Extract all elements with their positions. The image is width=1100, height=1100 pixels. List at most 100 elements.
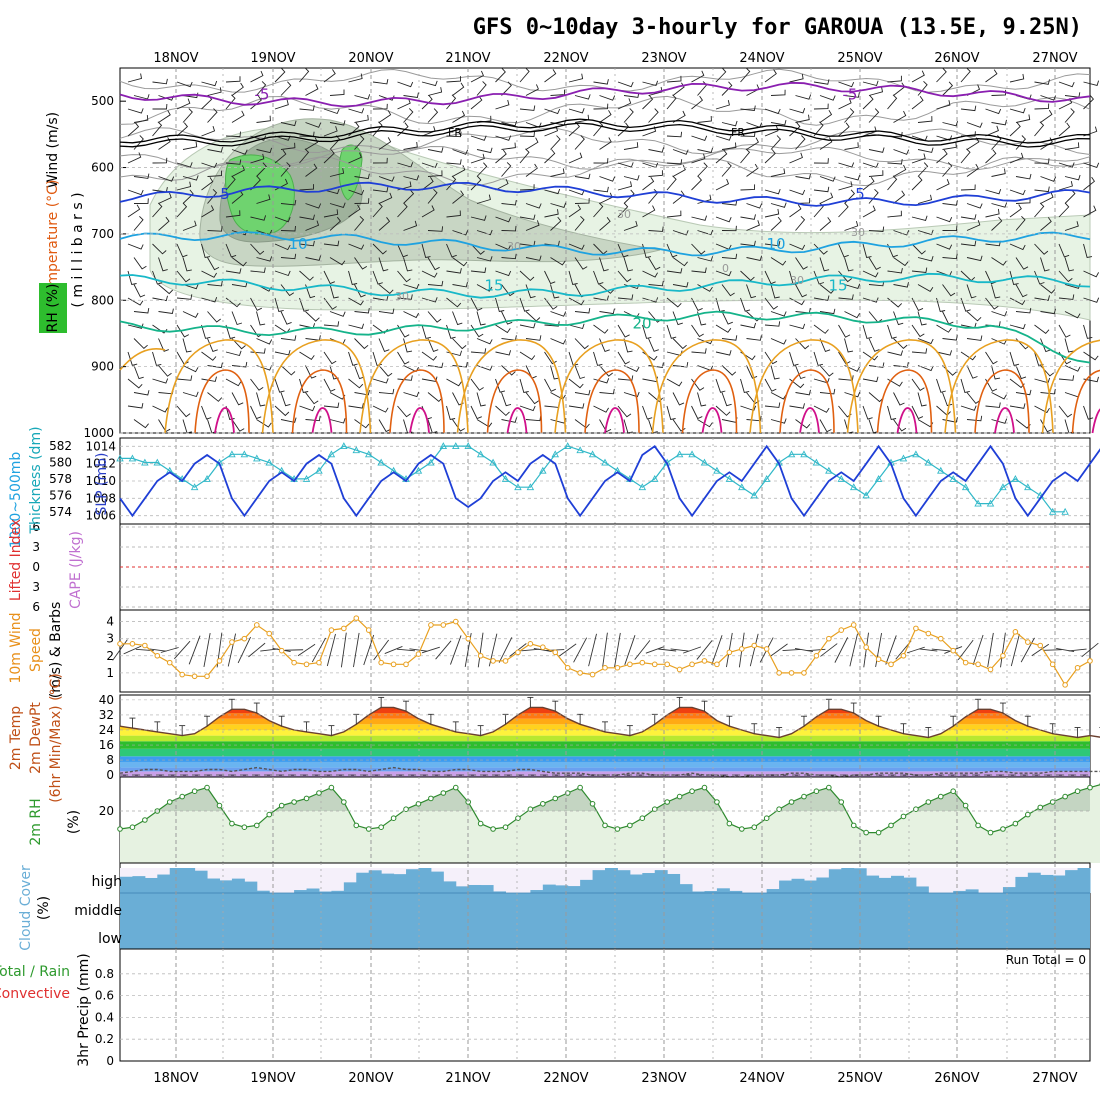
wind-barb: [642, 270, 658, 278]
wind-barb: [225, 297, 241, 308]
wind10m-series: 1 2 3 4: [106, 615, 1099, 688]
wind-barb: [525, 163, 538, 177]
wind-barb: [862, 324, 872, 339]
wind-barb: [427, 147, 444, 153]
cloud-high-bar: [244, 881, 258, 893]
wind-barb: [789, 108, 806, 114]
wind-barb: [397, 351, 410, 365]
upper-mb-label: ( m i l l i b a r s ): [70, 192, 86, 307]
wind-barb: [966, 255, 983, 262]
wind-barb: [326, 633, 336, 667]
wind-barb: [280, 365, 296, 376]
wind-barb: [182, 391, 199, 398]
wind-barb: [1040, 284, 1056, 294]
wind-barb: [574, 215, 585, 231]
wind-barb: [182, 283, 199, 290]
wind-barb: [274, 297, 284, 313]
precip-tick-label: 0.4: [95, 1010, 114, 1024]
wind-barb: [911, 348, 928, 354]
wind-barb: [658, 648, 677, 652]
wind-barb: [323, 402, 340, 408]
low-contour: [749, 339, 859, 434]
rh-point: [875, 829, 882, 836]
wind-barb: [715, 378, 726, 393]
thickness-point: [576, 446, 584, 454]
wind-barb: [844, 392, 861, 398]
wind-barb: [868, 362, 885, 368]
wind-speed-point: [689, 661, 695, 668]
day-label: 19NOV: [250, 1071, 295, 1086]
wind-barb: [274, 378, 285, 393]
rh-point: [204, 784, 210, 791]
wind-barb: [446, 405, 456, 421]
wind-barb: [697, 419, 713, 428]
thickness-point: [514, 483, 522, 491]
low-contour: [119, 348, 166, 371]
wind-barb: [887, 297, 903, 308]
rh-area: [120, 784, 1100, 863]
wind-barb: [666, 324, 677, 339]
wind-barb: [917, 116, 933, 123]
wind-barb: [666, 159, 683, 165]
day-label: 23NOV: [641, 51, 686, 66]
wind-barb: [237, 636, 251, 664]
cloud-high-bar: [605, 868, 618, 893]
precip-tick-label: 0.2: [95, 1032, 114, 1046]
wind-barb: [495, 216, 512, 223]
wind-barb: [354, 365, 365, 380]
wind-speed-point: [701, 658, 708, 664]
wind-barb: [274, 216, 291, 223]
thickness-point: [675, 450, 684, 458]
wind-barb: [435, 640, 452, 660]
wind-barb: [403, 311, 419, 319]
rh-point: [241, 824, 248, 831]
thickness-point: [551, 450, 560, 458]
wind-barb: [917, 365, 934, 372]
cloud-high-bar: [368, 870, 382, 893]
wind-barb: [715, 100, 730, 110]
wind-speed-point: [365, 627, 372, 633]
rh-point: [651, 806, 658, 813]
wind-barb: [770, 257, 787, 266]
wind-barb: [599, 137, 612, 150]
wind-barb: [470, 297, 483, 311]
wind-barb: [697, 256, 714, 262]
wind-barb: [648, 338, 659, 352]
wind-barb: [470, 405, 482, 420]
wind-barb: [521, 648, 540, 652]
thickness-tick-label: 574: [49, 505, 72, 519]
day-label: 19NOV: [250, 51, 295, 66]
wind-barb: [544, 321, 560, 327]
wind-barb: [623, 311, 640, 319]
rh-contour-label: 30: [790, 274, 804, 287]
wind-barb: [1009, 243, 1026, 251]
wind-barb: [648, 86, 663, 96]
rh-point: [776, 806, 782, 813]
wind-speed-point: [813, 652, 820, 659]
wind-barb: [299, 270, 314, 281]
low-contour: [359, 339, 469, 434]
wind-barb: [642, 324, 652, 339]
wind-barb: [550, 216, 562, 231]
wind-barb: [299, 297, 310, 312]
wind-barb: [715, 149, 728, 164]
wind-barb: [936, 149, 948, 164]
wind-barb: [201, 351, 217, 361]
wind-barb: [623, 220, 638, 231]
wind-barb: [960, 148, 971, 164]
wind-barb: [593, 186, 609, 193]
wind-speed-point: [1000, 652, 1006, 659]
wind-barb: [789, 378, 805, 389]
wind-barb: [1015, 114, 1031, 123]
wind-barb: [495, 378, 506, 393]
cloud-high-bar: [791, 878, 805, 893]
wind-barb: [250, 215, 267, 221]
wind-barb: [470, 215, 487, 221]
run-total-label: Run Total = 0: [1006, 953, 1086, 967]
wind-barb: [770, 89, 786, 96]
rh-point: [353, 822, 360, 829]
wind-barb: [250, 70, 264, 83]
cloud-high-bar: [716, 888, 730, 893]
wind-barb: [764, 321, 781, 327]
wind-barb: [721, 392, 732, 407]
